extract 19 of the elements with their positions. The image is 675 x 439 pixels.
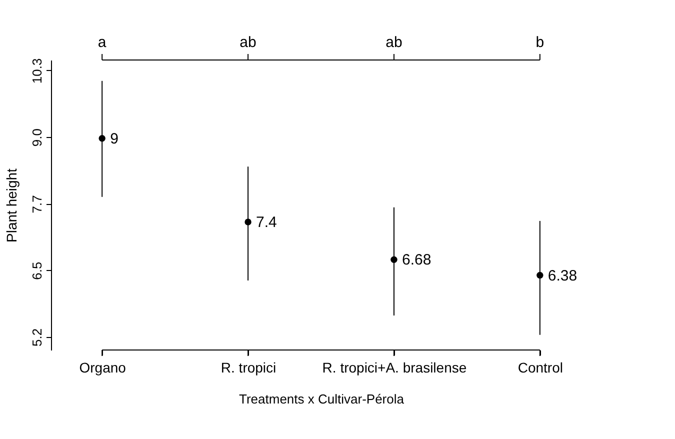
y-tick-label: 7.7: [30, 195, 44, 214]
x-tick-label: R. tropici: [220, 360, 276, 376]
x-tick-label: R. tropici+A. brasilense: [322, 360, 467, 376]
x-axis-title: Treatments x Cultivar-Pérola: [239, 392, 405, 406]
y-tick-label: 6.5: [30, 262, 44, 280]
annotation: ab: [240, 34, 256, 51]
data-label: 6.68: [402, 252, 432, 269]
y-tick-label: 10.3: [30, 58, 44, 84]
x-tick-label: Organo: [79, 360, 126, 376]
annotation: a: [98, 34, 107, 51]
data-label: 7.4: [256, 214, 277, 231]
data-label: 9: [110, 130, 118, 148]
y-tick-label: 9.0: [30, 128, 44, 147]
x-tick-label: Control: [518, 360, 563, 376]
annotation: ab: [386, 34, 402, 51]
y-axis-title: Plant height: [4, 168, 20, 242]
annotation: b: [536, 34, 544, 51]
y-tick-label: 5.2: [30, 328, 44, 346]
data-label: 6.38: [548, 267, 578, 284]
